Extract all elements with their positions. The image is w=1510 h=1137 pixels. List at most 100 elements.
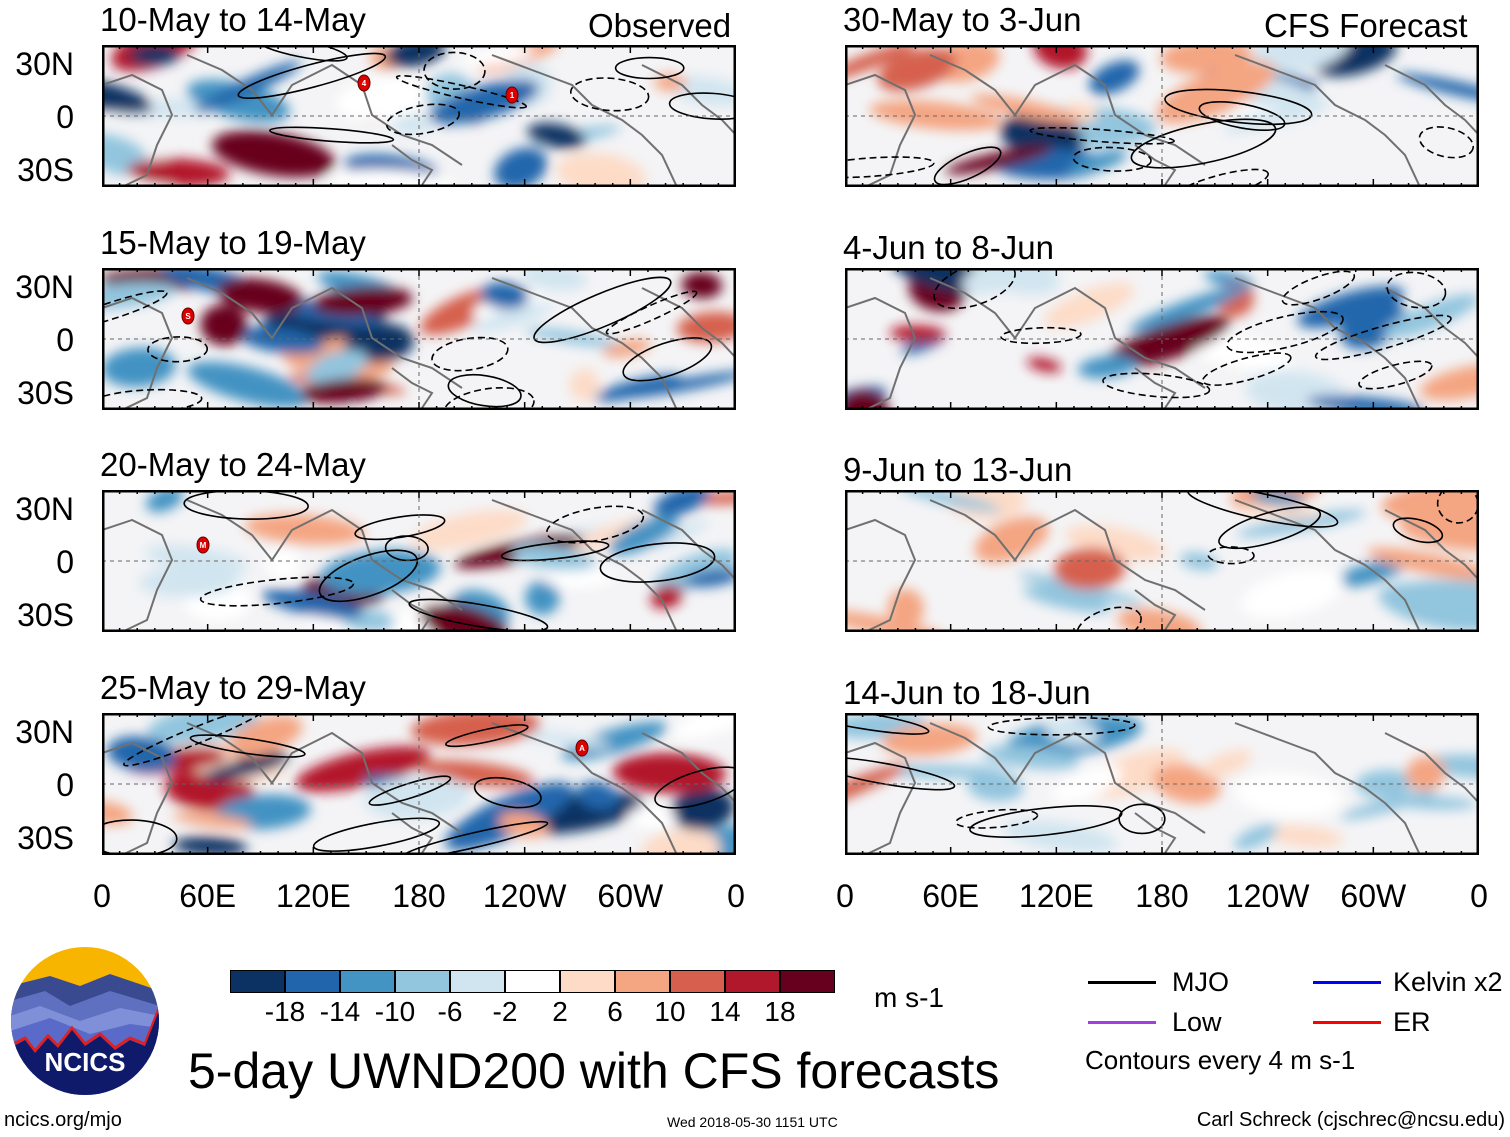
legend-er-line — [1313, 1021, 1381, 1024]
tropical-cyclone-icon: S — [181, 307, 195, 325]
coastline — [102, 73, 174, 187]
coastline — [1134, 589, 1177, 631]
colorbar-label: 18 — [764, 996, 796, 1027]
wind-anomaly-region — [336, 77, 426, 120]
tropical-cyclone-icon: A — [575, 739, 589, 757]
legend-mjo-label: MJO — [1172, 967, 1229, 997]
wind-anomaly-region — [869, 100, 1002, 131]
mjo-contour — [933, 268, 1016, 310]
wind-anomaly-region — [1378, 582, 1479, 632]
wind-anomaly-region — [172, 836, 248, 855]
mjo-contour — [546, 505, 645, 544]
mjo-contour — [605, 290, 698, 335]
wind-anomaly-region — [364, 775, 470, 820]
wind-anomaly-region — [416, 760, 534, 787]
wind-anomaly-region — [646, 519, 709, 550]
mjo-contour — [933, 146, 1002, 186]
coastline — [845, 518, 917, 632]
forecast-label: CFS Forecast — [1264, 7, 1468, 44]
wind-anomaly-region — [1026, 357, 1062, 373]
colorbar-swatch — [615, 970, 670, 993]
mjo-contour — [1386, 271, 1447, 309]
mjo-contour — [654, 766, 736, 809]
colorbar-swatch — [230, 970, 285, 993]
colorbar-label: -10 — [374, 996, 416, 1027]
mjo-contour — [668, 92, 736, 120]
wind-anomaly-region — [1022, 586, 1111, 613]
mjo-contour — [1218, 506, 1322, 550]
mjo-contour — [147, 336, 209, 363]
map-panel — [845, 490, 1479, 632]
wind-anomaly-region — [612, 752, 727, 794]
wind-anomaly-region — [594, 374, 682, 402]
mjo-contour — [408, 598, 549, 632]
mjo-contour — [1029, 126, 1175, 145]
wind-anomaly-region — [261, 589, 365, 619]
colorbar-label: -14 — [319, 996, 361, 1027]
wind-anomaly-region — [1033, 45, 1088, 69]
mjo-contour — [1000, 326, 1082, 345]
coastline — [1234, 499, 1421, 632]
wind-anomaly-region — [1366, 547, 1479, 582]
latitude-label: 30S — [17, 152, 74, 188]
mjo-contour — [102, 388, 203, 410]
mjo-contour — [443, 386, 535, 410]
wind-anomaly-region — [1241, 568, 1344, 619]
mjo-contour — [1075, 606, 1142, 632]
longitude-label: 120E — [275, 878, 351, 914]
colorbar-label: 14 — [709, 996, 741, 1027]
wind-anomaly-region — [543, 569, 616, 588]
wind-anomaly-region — [102, 78, 153, 114]
mjo-contour — [569, 77, 650, 112]
mjo-contour — [1226, 310, 1344, 354]
colorbar-label: -2 — [492, 996, 518, 1027]
mjo-contour — [1072, 146, 1152, 172]
coastline — [1234, 277, 1421, 410]
wind-anomaly-region — [569, 368, 600, 402]
colorbar-label: -18 — [264, 996, 306, 1027]
coastline — [929, 499, 1206, 611]
mjo-contour — [1314, 314, 1452, 361]
wind-anomaly-region — [961, 268, 1059, 294]
coastline — [641, 64, 736, 136]
wind-anomaly-region — [227, 715, 303, 758]
coastline — [641, 287, 736, 359]
wind-anomaly-region — [306, 349, 368, 385]
mjo-contour — [447, 373, 522, 408]
mjo-contour — [199, 576, 355, 607]
mjo-contour — [955, 808, 1039, 829]
storm-label: M — [200, 541, 207, 550]
wind-anomaly-region — [653, 490, 710, 517]
mjo-contour — [845, 756, 956, 791]
wind-anomaly-region — [1396, 73, 1479, 106]
colorbar-swatch — [725, 970, 780, 993]
panel-title: 15-May to 19-May — [100, 224, 366, 261]
website-link[interactable]: ncics.org/mjo — [4, 1109, 122, 1131]
wind-anomaly-region — [1201, 750, 1252, 778]
wind-anomaly-region — [1334, 559, 1407, 587]
wind-anomaly-region — [511, 544, 595, 571]
latitude-label: 30N — [15, 491, 74, 527]
panel-title: 4-Jun to 8-Jun — [843, 229, 1054, 266]
wind-anomaly-region — [126, 158, 230, 187]
mjo-contour — [354, 514, 446, 541]
coastline — [1384, 509, 1479, 581]
mjo-contour — [1164, 88, 1313, 126]
coastline — [845, 296, 917, 410]
coastline — [491, 277, 678, 410]
mjo-contour — [269, 126, 395, 144]
tropical-cyclone-icon: 1 — [505, 86, 519, 104]
wind-anomaly-region — [881, 723, 978, 756]
wind-anomaly-region — [200, 304, 248, 346]
latitude-label: 30S — [17, 597, 74, 633]
wind-anomaly-region — [627, 807, 677, 828]
legend-low-line — [1088, 1021, 1156, 1024]
coastline — [391, 367, 434, 409]
longitude-label: 180 — [1135, 878, 1189, 914]
coastline — [1134, 144, 1177, 186]
wind-anomaly-region — [1420, 363, 1479, 401]
wind-anomaly-region — [1043, 282, 1135, 329]
storm-label: 1 — [510, 91, 515, 100]
longitude-label: 60E — [922, 878, 980, 914]
wind-anomaly-region — [640, 829, 721, 855]
